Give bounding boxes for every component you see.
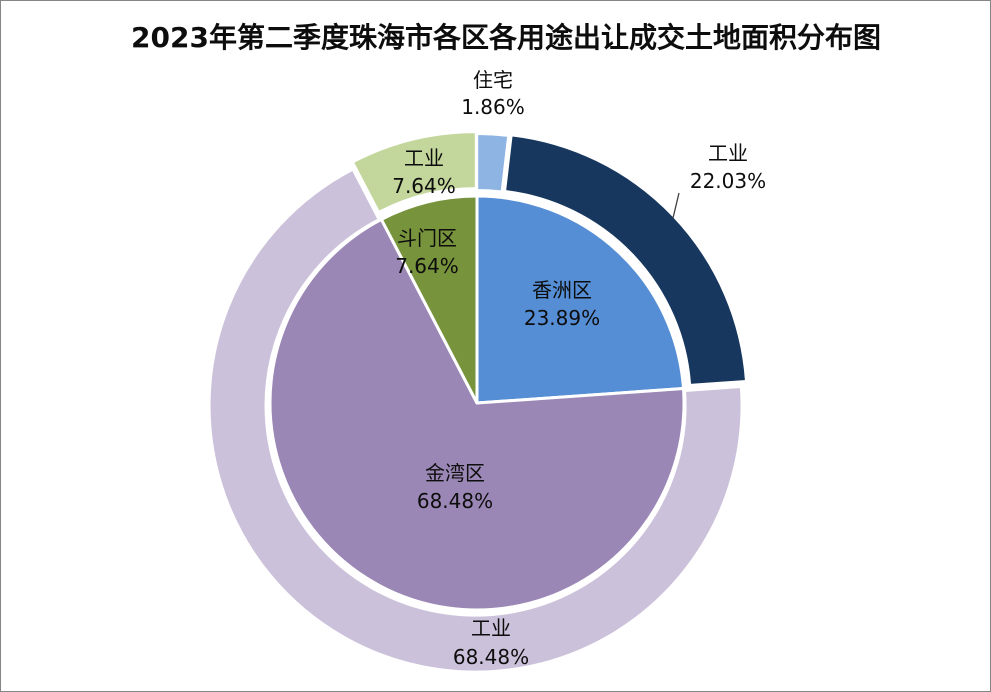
land-use-segment-1	[476, 133, 510, 193]
inner-pie-districts	[268, 194, 686, 612]
label-xiangzhou-name: 香洲区	[532, 278, 592, 302]
label-doumen-value: 7.64%	[395, 254, 459, 278]
label-residential-value: 1.86%	[461, 95, 525, 119]
land-use-segment-2	[503, 134, 748, 386]
label-residential-name: 住宅	[473, 68, 513, 92]
outer-ring-land-use	[208, 131, 748, 673]
label-xiangzhou-industry-name: 工业	[708, 141, 748, 165]
label-xiangzhou-industry-value: 22.03%	[690, 169, 766, 193]
chart-title: 2023年第二季度珠海市各区各用途出让成交土地面积分布图	[131, 21, 881, 54]
label-jinwan-name: 金湾区	[425, 461, 485, 485]
leader-line-xiangzhou-industry	[672, 192, 680, 219]
label-doumen-industry-name: 工业	[404, 146, 444, 170]
district-slice-3	[379, 194, 479, 405]
label-xiangzhou-value: 23.89%	[524, 306, 600, 330]
land-use-segment-4	[351, 131, 477, 214]
label-jinwan-industry-value: 68.48%	[453, 645, 529, 669]
district-slice-2	[268, 217, 686, 612]
label-jinwan-industry-name: 工业	[471, 616, 511, 640]
district-slice-1	[475, 194, 685, 405]
label-jinwan-value: 68.48%	[417, 489, 493, 513]
label-doumen-name: 斗门区	[397, 226, 457, 250]
label-doumen-industry-value: 7.64%	[392, 174, 456, 198]
land-use-segment-3	[208, 168, 743, 673]
